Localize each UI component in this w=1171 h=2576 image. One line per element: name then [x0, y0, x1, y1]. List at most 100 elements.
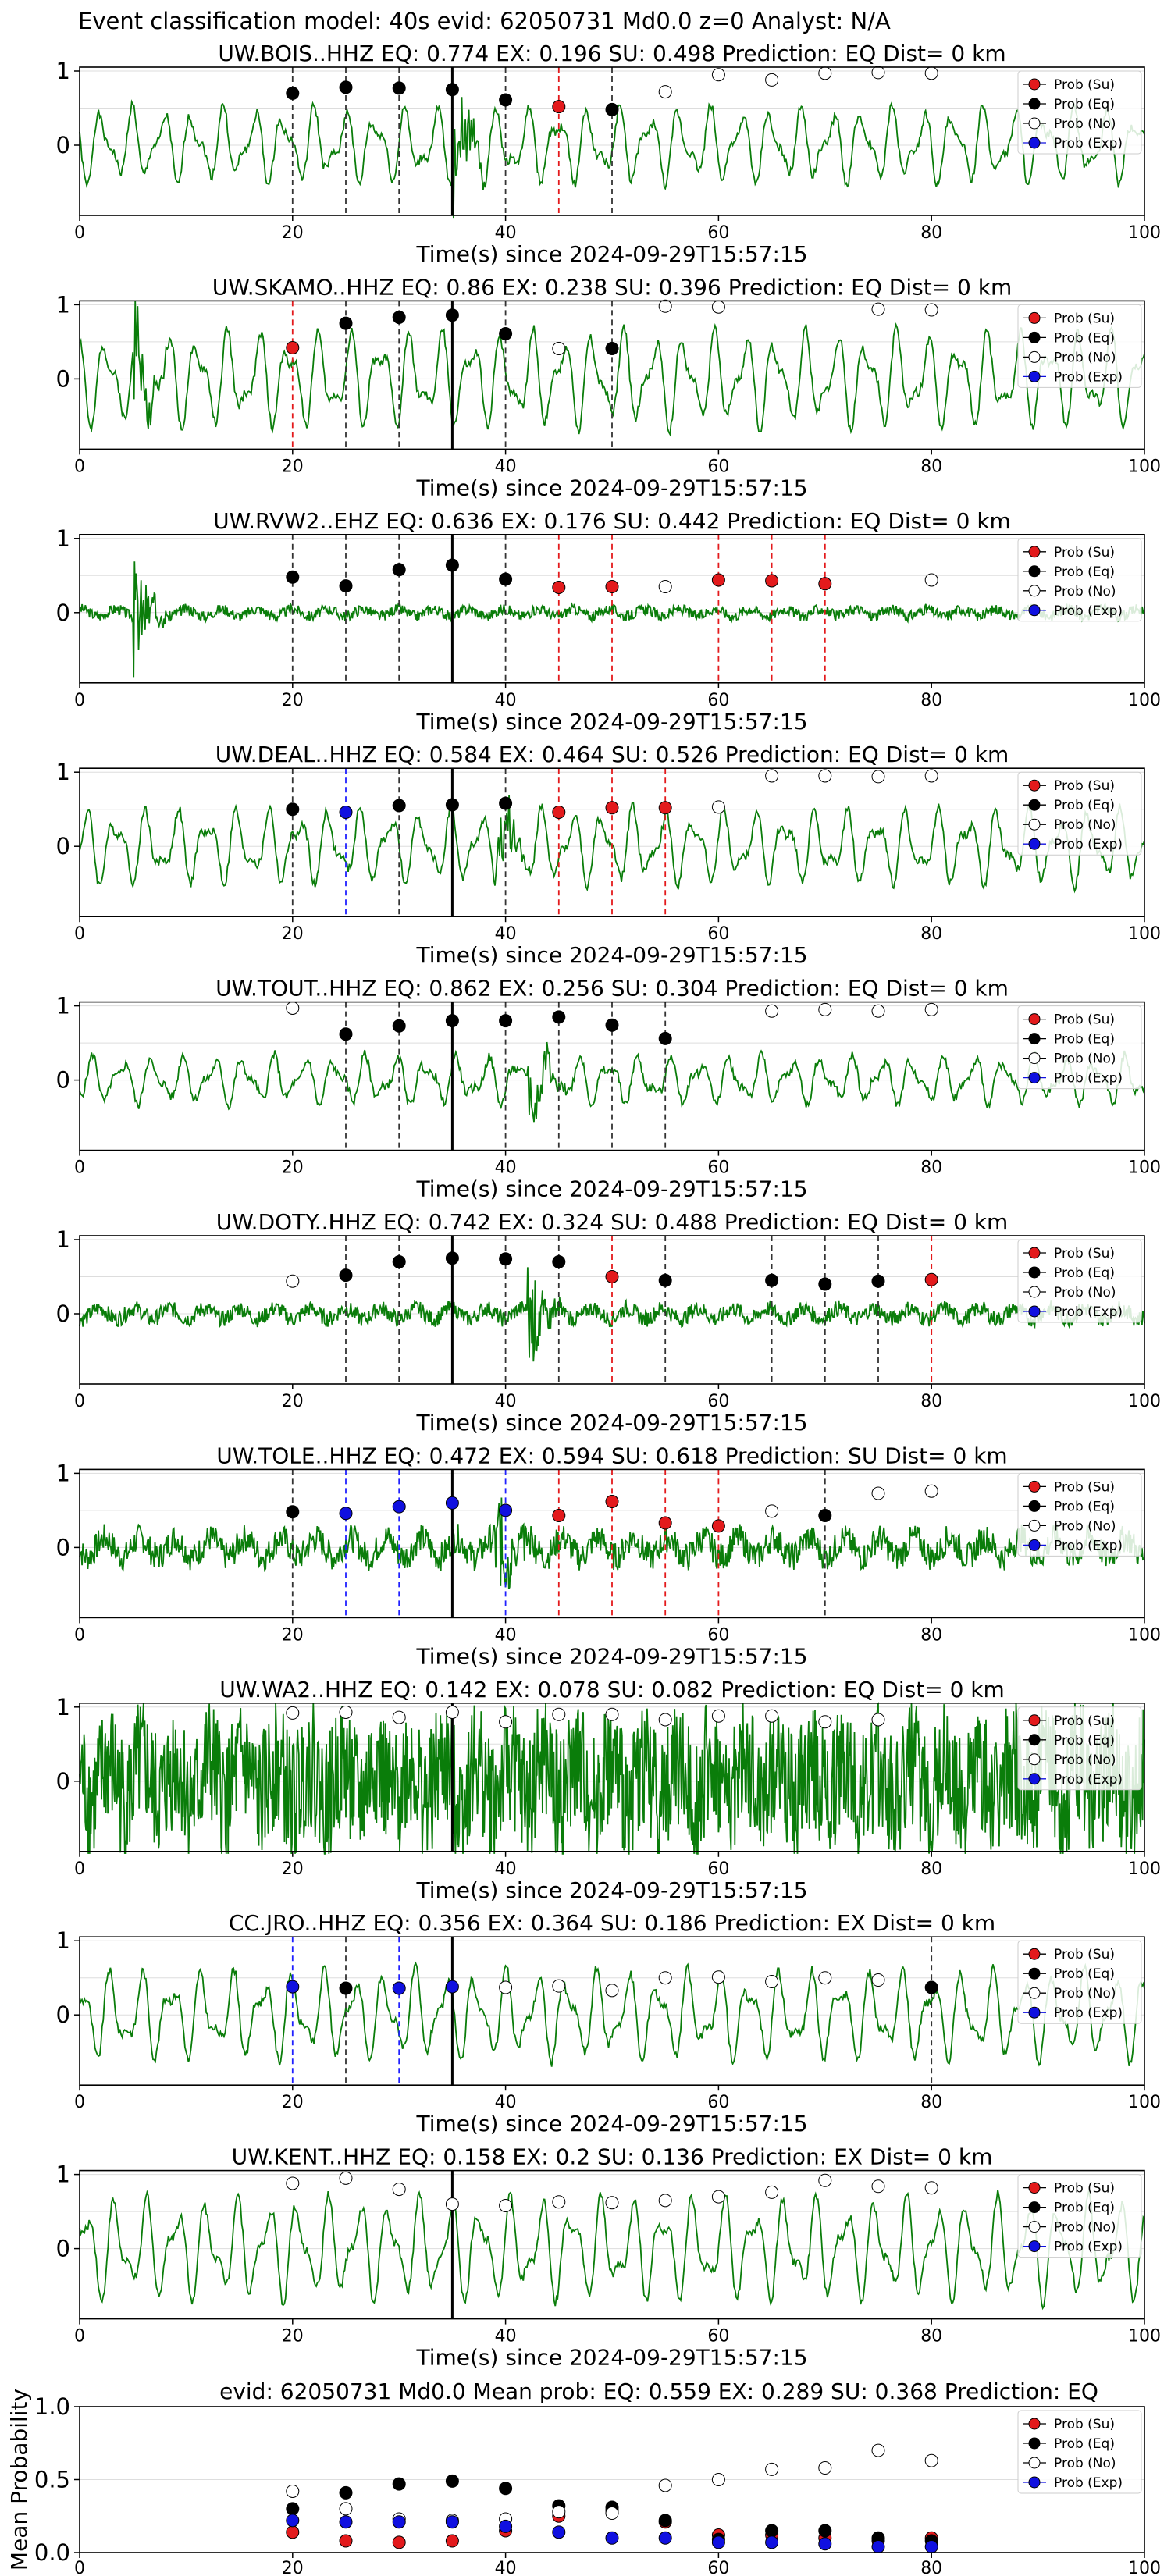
legend-marker	[1028, 1286, 1041, 1298]
panel-title: UW.KENT..HHZ EQ: 0.158 EX: 0.2 SU: 0.136…	[232, 2144, 993, 2170]
x-tick-label: 100	[1128, 924, 1161, 944]
x-axis-label: Time(s) since 2024-09-29T15:57:15	[415, 2345, 807, 2371]
prob-marker	[392, 311, 406, 325]
summary-panel: evid: 62050731 Md0.0 Mean prob: EQ: 0.55…	[6, 2379, 1161, 2576]
prob-marker	[392, 799, 406, 813]
prob-marker	[871, 770, 885, 784]
waveform-trace	[79, 2190, 1145, 2311]
x-tick-label: 0	[74, 1625, 85, 1645]
prob-marker	[392, 563, 406, 577]
legend-marker	[1028, 1734, 1041, 1746]
y-tick-label: 1	[56, 525, 70, 552]
prob-marker	[445, 1014, 459, 1028]
mean-prob-marker	[286, 2514, 300, 2528]
legend-marker	[1028, 1013, 1041, 1026]
x-tick-label: 0	[74, 1158, 85, 1178]
axes-frame	[79, 767, 1145, 918]
prob-marker	[818, 1002, 832, 1016]
prob-marker	[765, 1004, 779, 1018]
x-tick-label: 0	[74, 2093, 85, 2112]
prob-marker	[765, 1504, 779, 1518]
prob-marker	[871, 1713, 885, 1727]
legend-box	[1017, 1239, 1142, 1323]
prob-marker	[392, 1981, 406, 1995]
y-tick-label: 0	[56, 365, 70, 392]
legend-label: Prob (Exp)	[1054, 136, 1123, 151]
legend-marker	[1028, 1052, 1041, 1065]
x-tick-label: 80	[920, 691, 942, 710]
prob-marker	[924, 1272, 938, 1286]
panel-title: UW.TOUT..HHZ EQ: 0.862 EX: 0.256 SU: 0.3…	[215, 976, 1009, 1002]
legend-label: Prob (Exp)	[1054, 1538, 1123, 1553]
legend-marker	[1028, 1072, 1041, 1084]
prob-marker	[871, 66, 885, 80]
x-tick-label: 100	[1128, 2327, 1161, 2347]
figure-suptitle: Event classification model: 40s evid: 62…	[78, 8, 891, 34]
prob-marker	[392, 2183, 406, 2197]
legend-label: Prob (Eq)	[1054, 330, 1115, 346]
prob-marker	[818, 1715, 832, 1729]
station-panel: UW.SKAMO..HHZ EQ: 0.86 EX: 0.238 SU: 0.3…	[56, 274, 1161, 500]
x-axis-label: Time(s) since 2024-09-29T15:57:15	[415, 475, 807, 500]
legend-marker	[1028, 1266, 1041, 1279]
legend-marker	[1028, 2182, 1041, 2194]
legend-marker	[1028, 1948, 1041, 1960]
legend-marker	[1028, 2418, 1041, 2430]
legend-label: Prob (Su)	[1054, 2417, 1115, 2432]
prob-marker	[765, 2185, 779, 2199]
legend-label: Prob (Eq)	[1054, 1499, 1115, 1514]
y-tick-label: 1	[56, 58, 70, 84]
prob-marker	[445, 83, 459, 97]
legend-marker	[1028, 137, 1041, 149]
prob-marker	[658, 580, 672, 594]
legend-marker	[1028, 98, 1041, 110]
mean-prob-marker	[765, 2462, 779, 2476]
prob-marker	[924, 1980, 938, 1994]
prob-marker	[658, 1971, 672, 1985]
station-panel: CC.JRO..HHZ EQ: 0.356 EX: 0.364 SU: 0.18…	[56, 1910, 1161, 2137]
x-tick-label: 0	[74, 223, 85, 243]
y-tick-label: 0.0	[34, 2539, 70, 2566]
mean-prob-marker	[871, 2443, 885, 2457]
x-tick-label: 100	[1128, 457, 1161, 476]
x-tick-label: 60	[707, 2559, 729, 2576]
prob-marker	[552, 1979, 566, 1993]
mean-prob-marker	[499, 2482, 513, 2496]
legend-box	[1017, 2174, 1142, 2258]
mean-prob-marker	[339, 2502, 353, 2516]
x-tick-label: 0	[74, 1392, 85, 1411]
x-tick-label: 20	[282, 1859, 304, 1879]
x-tick-label: 20	[282, 1392, 304, 1411]
station-panel: UW.RVW2..EHZ EQ: 0.636 EX: 0.176 SU: 0.4…	[56, 508, 1161, 735]
legend-box	[1017, 1940, 1142, 2024]
legend-marker	[1028, 1967, 1041, 1980]
legend-marker	[1028, 818, 1041, 831]
x-axis-label: Time(s) since 2024-09-29T15:57:15	[415, 942, 807, 968]
x-tick-label: 100	[1128, 223, 1161, 243]
legend-label: Prob (No)	[1054, 817, 1116, 833]
x-tick-label: 80	[920, 223, 942, 243]
prob-marker	[605, 801, 619, 815]
legend-marker	[1028, 2006, 1041, 2019]
station-panel: UW.TOUT..HHZ EQ: 0.862 EX: 0.256 SU: 0.3…	[56, 976, 1161, 1202]
legend-marker	[1028, 1753, 1041, 1766]
prob-marker	[499, 326, 513, 340]
x-tick-label: 40	[495, 223, 517, 243]
prob-marker	[499, 93, 513, 107]
legend-marker	[1028, 2240, 1041, 2253]
prob-marker	[339, 1268, 353, 1283]
x-tick-label: 80	[920, 2093, 942, 2112]
x-tick-label: 100	[1128, 691, 1161, 710]
prob-marker	[818, 1277, 832, 1291]
prob-marker	[818, 2173, 832, 2187]
x-tick-label: 20	[282, 2559, 304, 2576]
prob-marker	[445, 2197, 459, 2211]
legend-marker	[1028, 331, 1041, 343]
legend-label: Prob (Exp)	[1054, 2240, 1123, 2255]
waveform-trace	[79, 1961, 1145, 2067]
y-tick-label: 1	[56, 1694, 70, 1720]
prob-marker	[286, 2176, 300, 2190]
prob-marker	[871, 1274, 885, 1288]
prob-marker	[499, 1014, 513, 1028]
panel-title: UW.RVW2..EHZ EQ: 0.636 EX: 0.176 SU: 0.4…	[213, 508, 1011, 534]
